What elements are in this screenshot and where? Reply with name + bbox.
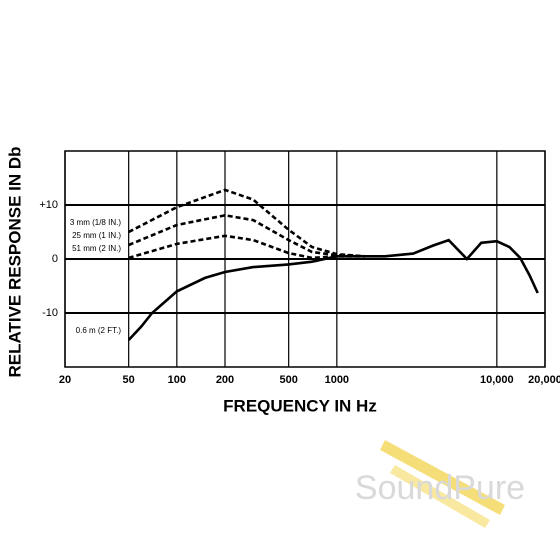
y-axis-title: RELATIVE RESPONSE IN Db: [5, 146, 24, 377]
legend-label: 0.6 m (2 FT.): [76, 326, 122, 335]
legend-label: 3 mm (1/8 IN.): [70, 218, 121, 227]
legend-label: 51 mm (2 IN.): [72, 244, 121, 253]
x-tick-label: 100: [168, 374, 186, 386]
legend-label: 25 mm (1 IN.): [72, 231, 121, 240]
x-tick-label: 10,000: [480, 374, 514, 386]
series-line: [128, 213, 366, 258]
x-tick-label: 50: [123, 374, 135, 386]
watermark-logo: SoundPure: [355, 440, 525, 528]
x-axis-title: FREQUENCY IN Hz: [223, 396, 377, 415]
y-tick-label: 0: [52, 253, 58, 265]
y-tick-label: +10: [39, 199, 58, 211]
x-tick-label: 20: [59, 374, 71, 386]
x-tick-label: 200: [216, 374, 234, 386]
y-tick-label: -10: [42, 307, 58, 319]
x-tick-label: 500: [279, 374, 297, 386]
series-line: [127, 238, 539, 341]
watermark: SoundPure: [355, 469, 525, 507]
x-tick-label: 1000: [325, 374, 349, 386]
series-line: [128, 188, 366, 258]
x-tick-label: 20,000: [528, 374, 560, 386]
